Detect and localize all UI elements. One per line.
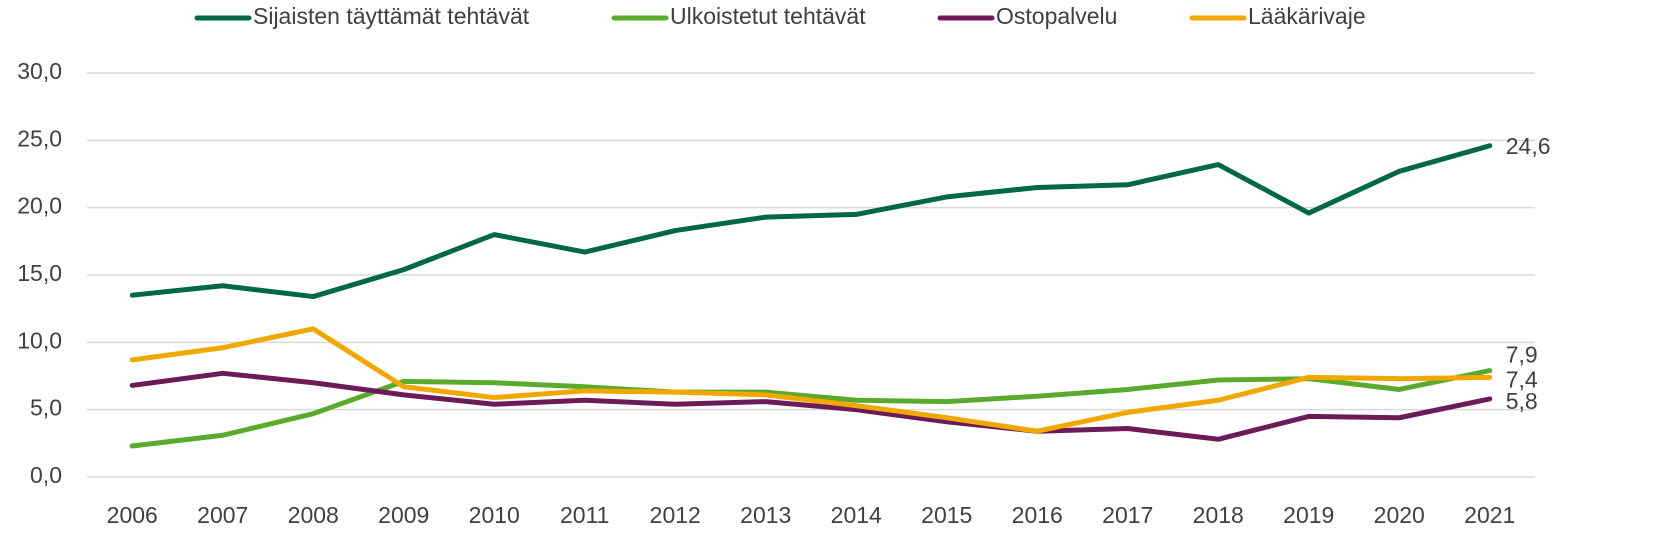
x-tick-label: 2007: [197, 502, 248, 528]
y-tick-label: 10,0: [17, 327, 62, 353]
y-tick-label: 15,0: [17, 260, 62, 286]
x-tick-label: 2018: [1193, 502, 1244, 528]
y-tick-label: 30,0: [17, 58, 62, 84]
x-tick-label: 2021: [1464, 502, 1515, 528]
x-tick-label: 2017: [1102, 502, 1153, 528]
x-tick-label: 2006: [107, 502, 158, 528]
data-label: 7,4: [1506, 366, 1538, 392]
data-label: 5,8: [1506, 388, 1538, 414]
series-line: [129, 368, 1493, 449]
y-tick-label: 0,0: [30, 462, 62, 488]
x-tick-label: 2010: [469, 502, 520, 528]
data-label: 24,6: [1506, 133, 1551, 159]
y-tick-label: 20,0: [17, 193, 62, 219]
x-tick-label: 2012: [650, 502, 701, 528]
data-label: 7,9: [1506, 342, 1538, 368]
series-line: [129, 143, 1493, 300]
x-tick-label: 2009: [378, 502, 429, 528]
legend-label: Ostopalvelu: [996, 3, 1117, 29]
legend-label: Lääkärivaje: [1248, 3, 1366, 29]
legend-label: Ulkoistetut tehtävät: [670, 3, 866, 29]
x-tick-label: 2015: [921, 502, 972, 528]
x-tick-label: 2019: [1283, 502, 1334, 528]
series-line: [129, 326, 1493, 434]
x-tick-label: 2020: [1374, 502, 1425, 528]
legend-label: Sijaisten täyttämät tehtävät: [253, 3, 530, 29]
series-line: [129, 370, 1493, 442]
x-tick-label: 2011: [560, 502, 609, 528]
y-tick-label: 5,0: [30, 395, 62, 421]
x-tick-label: 2014: [831, 502, 882, 528]
y-tick-label: 25,0: [17, 125, 62, 151]
x-tick-label: 2016: [1012, 502, 1063, 528]
x-tick-label: 2008: [288, 502, 339, 528]
x-tick-label: 2013: [740, 502, 791, 528]
